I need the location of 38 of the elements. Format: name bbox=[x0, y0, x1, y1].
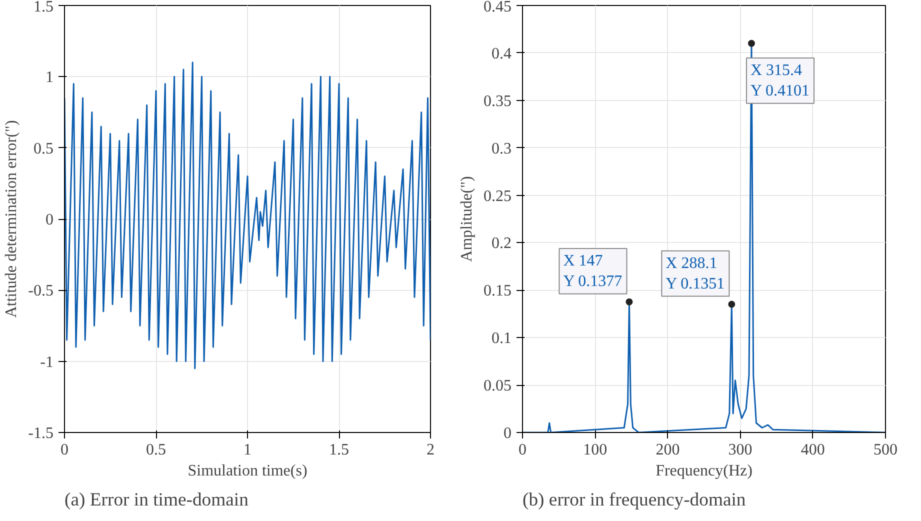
text: (a) Error in time-domain bbox=[64, 490, 250, 510]
x-tick-label: 500 bbox=[874, 442, 898, 458]
annotation: X 288.1 Y 0.1351 bbox=[666, 254, 725, 292]
y-tick-label: 0.35 bbox=[484, 92, 512, 110]
x-tick-label: 1 bbox=[244, 442, 252, 458]
y-tick-label: 0.05 bbox=[484, 378, 512, 395]
y-tick-label: 1 bbox=[46, 69, 54, 86]
y-tick-label: 0.25 bbox=[484, 188, 512, 205]
line-series bbox=[64, 62, 430, 370]
y-axis-title: Attitude determination error(") bbox=[3, 120, 20, 318]
y-tick-label: 0 bbox=[46, 212, 54, 228]
y-axis-title: Amplitude(") bbox=[458, 176, 476, 262]
x-tick-label: 400 bbox=[800, 442, 825, 458]
y-tick-label: 0.5 bbox=[34, 140, 54, 158]
x-tick-label: 0.5 bbox=[146, 442, 166, 458]
y-tick-label: 0.2 bbox=[492, 235, 512, 252]
text: (b) error in frequency-domain bbox=[522, 490, 746, 510]
annotation: X 147 Y 0.1377 bbox=[563, 252, 622, 290]
y-tick-label: 0.1 bbox=[492, 330, 512, 348]
x-tick-label: 2 bbox=[426, 442, 434, 458]
x-tick-label: 300 bbox=[728, 442, 752, 458]
y-tick-label: 0.4 bbox=[492, 45, 512, 62]
x-tick-label: 100 bbox=[583, 442, 608, 458]
x-tick-label: 1.5 bbox=[329, 442, 349, 458]
y-tick-label: 1.5 bbox=[34, 0, 54, 16]
y-tick-label: 0 bbox=[504, 425, 512, 442]
x-tick-label: 200 bbox=[656, 442, 680, 458]
y-tick-label: 0.45 bbox=[484, 0, 512, 16]
x-axis-title: Simulation time(s) bbox=[188, 462, 308, 480]
x-tick-label: 0 bbox=[518, 442, 526, 458]
y-tick-label: -1.5 bbox=[28, 425, 54, 442]
annotation: X 315.4 Y 0.4101 bbox=[750, 62, 810, 100]
y-tick-label: 0.3 bbox=[492, 140, 512, 158]
x-axis-title: Frequency(Hz) bbox=[656, 462, 752, 480]
y-tick-label: -1 bbox=[40, 354, 54, 371]
x-tick-label: 0 bbox=[60, 442, 68, 458]
y-tick-label: -0.5 bbox=[28, 282, 54, 300]
y-tick-label: 0.15 bbox=[484, 282, 512, 300]
